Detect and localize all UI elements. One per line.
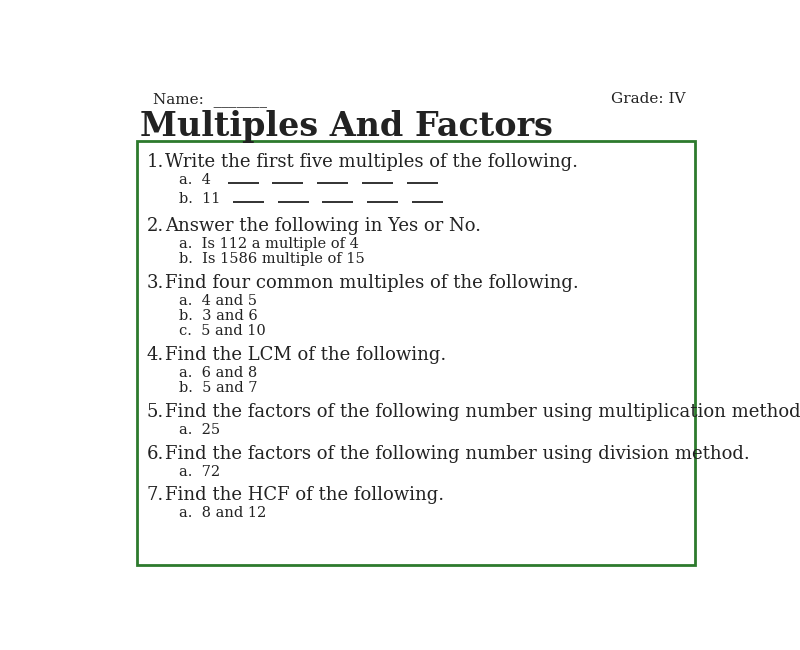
Text: Multiples And Factors: Multiples And Factors (140, 111, 553, 144)
Text: Find the factors of the following number using multiplication method.: Find the factors of the following number… (165, 403, 800, 421)
Text: Name:  _______: Name: _______ (153, 92, 266, 107)
FancyBboxPatch shape (138, 141, 695, 565)
Text: a.  6 and 8: a. 6 and 8 (179, 366, 258, 380)
Text: a.  72: a. 72 (179, 465, 220, 478)
Text: 1.: 1. (146, 153, 164, 172)
Text: Find the factors of the following number using division method.: Find the factors of the following number… (165, 445, 750, 463)
Text: Answer the following in Yes or No.: Answer the following in Yes or No. (165, 216, 481, 235)
Text: 6.: 6. (146, 445, 164, 463)
Text: 2.: 2. (146, 216, 164, 235)
Text: b.  11: b. 11 (179, 192, 221, 206)
Text: 4.: 4. (146, 346, 164, 364)
Text: 3.: 3. (146, 274, 164, 292)
Text: a.  Is 112 a multiple of 4: a. Is 112 a multiple of 4 (179, 237, 359, 251)
Text: c.  5 and 10: c. 5 and 10 (179, 324, 266, 339)
Text: a.  4 and 5: a. 4 and 5 (179, 294, 257, 307)
Text: b.  Is 1586 multiple of 15: b. Is 1586 multiple of 15 (179, 252, 365, 266)
Text: Grade: IV: Grade: IV (611, 92, 686, 106)
Text: Write the first five multiples of the following.: Write the first five multiples of the fo… (165, 153, 578, 172)
Text: a.  4: a. 4 (179, 174, 211, 187)
Text: Find the HCF of the following.: Find the HCF of the following. (165, 486, 444, 504)
Text: Find four common multiples of the following.: Find four common multiples of the follow… (165, 274, 579, 292)
Text: a.  25: a. 25 (179, 423, 220, 437)
Text: 5.: 5. (146, 403, 164, 421)
Text: 7.: 7. (146, 486, 164, 504)
Text: b.  3 and 6: b. 3 and 6 (179, 309, 258, 323)
Text: Find the LCM of the following.: Find the LCM of the following. (165, 346, 446, 364)
Text: b.  5 and 7: b. 5 and 7 (179, 382, 258, 395)
Text: a.  8 and 12: a. 8 and 12 (179, 506, 266, 520)
